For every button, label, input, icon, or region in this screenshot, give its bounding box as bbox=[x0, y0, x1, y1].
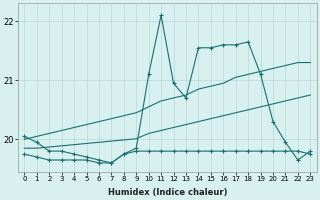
X-axis label: Humidex (Indice chaleur): Humidex (Indice chaleur) bbox=[108, 188, 227, 197]
